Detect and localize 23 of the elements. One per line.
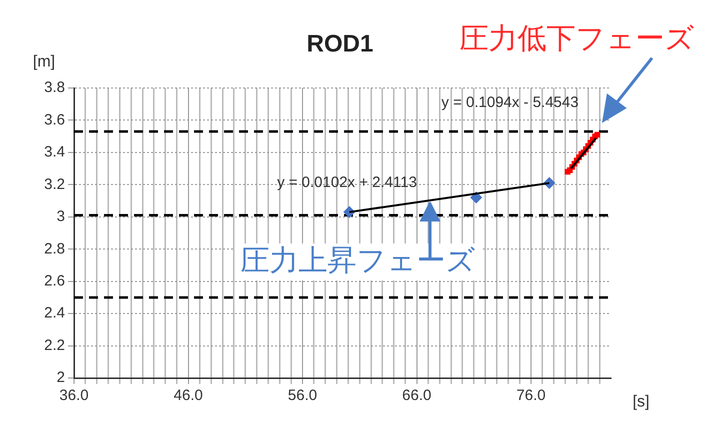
- x-tick-label: 46.0: [174, 387, 203, 404]
- y-tick-label: 2.8: [44, 240, 65, 258]
- annotation: y = 0.0102x + 2.4113: [277, 174, 417, 192]
- x-tick-label: 76.0: [516, 387, 546, 404]
- x-tick-label: 36.0: [59, 387, 89, 404]
- x-tick-label: 56.0: [288, 387, 318, 404]
- y-tick-label: 3.6: [44, 111, 65, 128]
- point: [594, 132, 600, 138]
- y-tick-label: 3.2: [44, 176, 65, 193]
- text: 圧力低下フェーズ: [460, 23, 694, 55]
- y-tick-label: 3: [56, 208, 65, 226]
- x-axis-title: [s]: [632, 393, 650, 410]
- y-tick-label: 2: [56, 369, 65, 386]
- y-tick-label: 2.6: [44, 272, 65, 290]
- y-tick-label: 3.8: [44, 79, 65, 96]
- y-tick-label: 3.4: [44, 144, 65, 161]
- x-tick-label: 66.0: [402, 387, 432, 404]
- y-tick-label: 2.4: [44, 304, 65, 322]
- y-axis-title: [m]: [32, 53, 56, 70]
- y-tick-label: 2.2: [44, 336, 65, 354]
- chart-title: ROD1: [306, 30, 374, 58]
- annotation: y = 0.1094x - 5.4543: [441, 94, 579, 112]
- annotation: 圧力上昇フェーズ: [240, 245, 476, 277]
